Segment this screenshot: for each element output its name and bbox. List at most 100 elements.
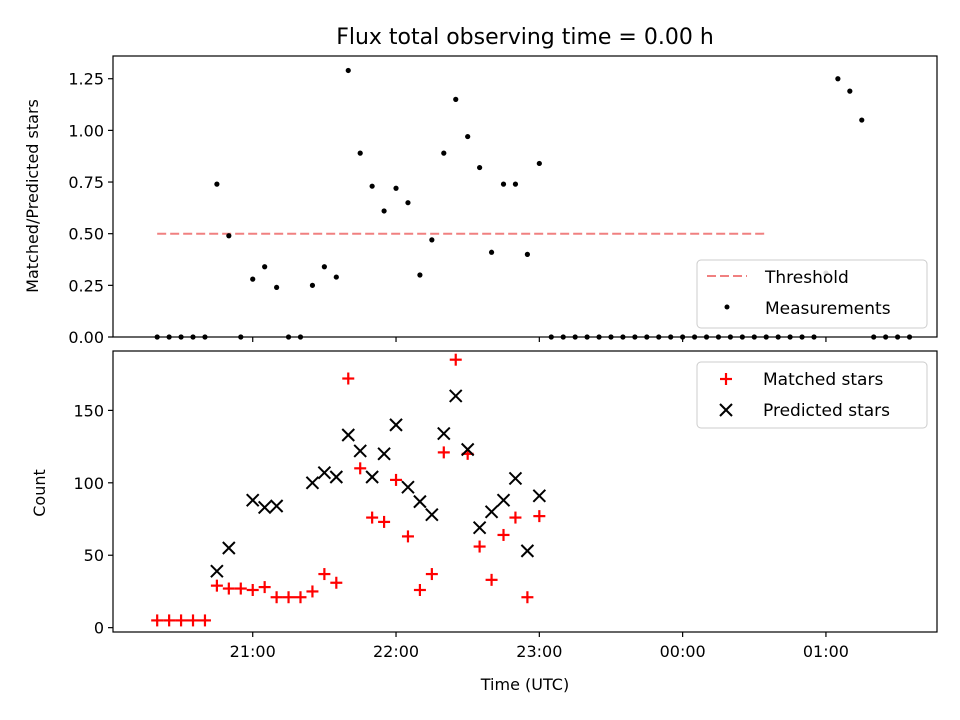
measurement-point: [429, 237, 435, 243]
measurements-legend-label: Measurements: [765, 299, 891, 319]
matched-stars-point: [330, 576, 343, 589]
top-plot-area: 0.00 0.25 0.50 0.75 1.00 1.25: [68, 67, 913, 347]
count-panel: Count Time (UTC) 0 50 100 150 21:00 22:00 23:0…: [30, 350, 938, 694]
matched-stars-point: [533, 510, 546, 523]
matched-stars-point: [366, 511, 379, 524]
predicted-stars-point: [425, 507, 439, 522]
measurement-point: [488, 249, 495, 255]
matched-stars-point: [270, 591, 283, 604]
matched-stars-point: [318, 568, 331, 581]
measurement-point: [250, 276, 256, 282]
predicted-stars-point: [317, 465, 332, 480]
matched-legend-swatch: [720, 373, 732, 385]
predicted-stars-point: [377, 447, 391, 461]
measurement-point: [357, 150, 363, 156]
top-legend-box: [696, 259, 928, 329]
bottom-legend: Matched stars Predicted stars: [696, 361, 928, 429]
measurement-point: [417, 272, 423, 278]
threshold-legend-label: Threshold: [764, 268, 849, 288]
matched-stars-point: [151, 614, 164, 627]
matched-stars-point: [413, 583, 426, 596]
measurement-point: [309, 282, 316, 288]
predicted-stars-point: [210, 564, 224, 578]
matched-stars-point: [485, 573, 498, 586]
predicted-stars-point: [496, 493, 511, 507]
matched-stars-point: [222, 582, 235, 595]
bottom-x-tick-label: 00:00: [660, 642, 706, 661]
measurement-point: [262, 264, 268, 270]
matched-stars-point: [175, 614, 188, 627]
bottom-x-tick-label: 22:00: [373, 642, 419, 661]
measurement-point: [536, 160, 542, 167]
measurement-point: [226, 233, 232, 239]
measurement-point: [381, 208, 387, 214]
bottom-axes-frame: [112, 350, 938, 633]
matched-stars-point: [187, 614, 200, 627]
top-y-tick-label: 1.25: [68, 70, 104, 89]
predicted-stars-point: [472, 521, 487, 535]
x-axis-label: Time (UTC): [480, 675, 569, 694]
matched-stars-point: [521, 591, 534, 604]
matched-stars-point: [425, 568, 438, 581]
matched-stars-point: [449, 353, 462, 366]
matched-stars-point: [294, 591, 307, 604]
matched-stars-point: [163, 614, 176, 627]
bottom-x-tick-label: 21:00: [230, 642, 276, 661]
predicted-stars-point: [532, 489, 547, 503]
predicted-stars-point: [449, 389, 463, 403]
matched-stars-point: [437, 446, 450, 459]
top-y-tick-label: 1.00: [68, 121, 104, 140]
predicted-stars-point: [269, 499, 284, 513]
measurement-point: [524, 251, 530, 257]
chart-title: Flux total observing time = 0.00 h: [336, 25, 714, 50]
matched-stars-point: [246, 583, 259, 596]
predicted-stars-point: [257, 500, 272, 515]
predicted-stars-point: [508, 471, 523, 486]
predicted-stars-point: [353, 444, 367, 458]
predicted-stars-point: [460, 442, 475, 457]
measurement-point: [477, 164, 483, 171]
predicted-stars-point: [305, 476, 320, 490]
matched-stars-point: [282, 591, 295, 604]
predicted-stars-point: [484, 505, 499, 519]
bottom-y-tick-label: 100: [73, 474, 104, 493]
measurement-point: [214, 181, 220, 187]
bottom-x-tick-label: 23:00: [516, 642, 562, 661]
bottom-y-tick-label: 0: [94, 619, 104, 638]
matched-stars-point: [354, 462, 367, 475]
matched-stars-point: [497, 528, 510, 541]
measurement-point: [453, 96, 459, 102]
predicted-stars-point: [389, 418, 403, 432]
measurement-point: [369, 183, 375, 189]
top-axes-frame: [112, 55, 938, 338]
top-y-axis-label: Matched/Predicted stars: [23, 99, 42, 293]
measurement-point: [274, 284, 280, 291]
predicted-legend-label: Predicted stars: [763, 401, 890, 421]
top-y-tick-label: 0.50: [68, 225, 104, 244]
measurement-point: [321, 264, 327, 270]
matched-stars-point: [198, 614, 211, 627]
measurement-point: [441, 150, 447, 156]
measurement-point: [333, 274, 339, 280]
matched-stars-point: [473, 540, 486, 553]
predicted-stars-point: [413, 494, 427, 509]
predicted-legend-swatch: [719, 403, 733, 417]
bottom-y-tick-label: 50: [84, 546, 104, 565]
predicted-stars-point: [437, 426, 451, 441]
predicted-stars-point: [246, 493, 260, 507]
bottom-plot-area: 0 50 100 150 21:00 22:00 23:00 00:00 01:00: [73, 353, 849, 661]
ratio-panel: Flux total observing time = 0.00 h Match…: [23, 25, 938, 347]
measurement-point: [847, 88, 853, 94]
matched-stars-point: [509, 511, 522, 524]
measurement-point: [500, 181, 507, 187]
measurement-point: [345, 67, 351, 74]
measurements-legend-swatch: [724, 304, 730, 310]
predicted-stars-point: [401, 480, 415, 494]
predicted-stars-point: [222, 541, 236, 555]
matched-stars-point: [378, 515, 391, 528]
matched-stars-point: [258, 581, 271, 594]
bottom-legend-box: [696, 361, 928, 429]
matched-stars-point: [234, 582, 247, 595]
